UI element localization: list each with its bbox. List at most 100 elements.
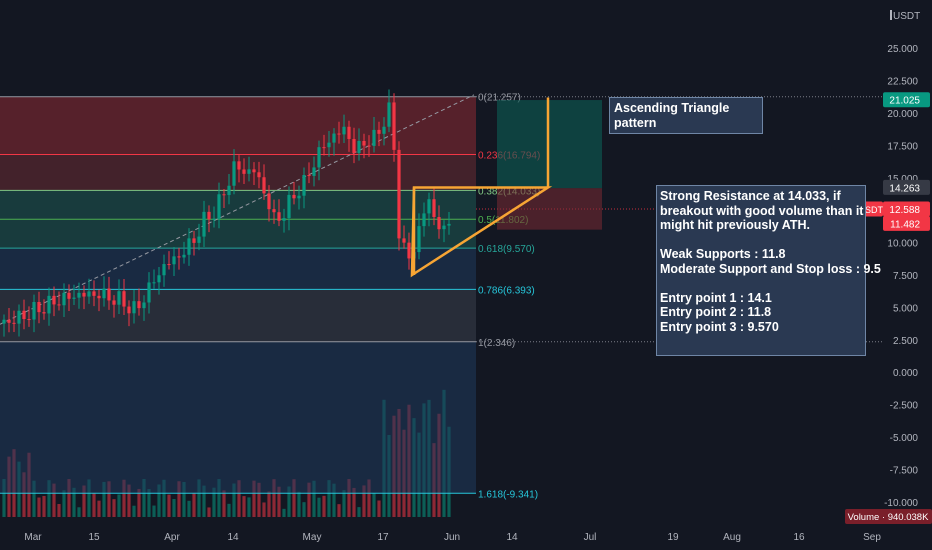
volume-bar — [327, 480, 331, 517]
pattern-note[interactable]: Ascending Triangle pattern — [609, 97, 763, 134]
time-tick-label: 14 — [227, 532, 239, 543]
candle — [147, 272, 151, 314]
candle-body — [327, 142, 331, 148]
candle-body — [257, 172, 261, 178]
candle-body — [337, 133, 341, 135]
candle-body — [272, 209, 276, 213]
candle — [342, 114, 346, 143]
volume-bar — [247, 497, 251, 517]
volume-bar — [217, 479, 221, 517]
currency-label: USDT — [893, 11, 920, 22]
candle — [357, 128, 361, 161]
volume-bar — [262, 502, 266, 517]
volume-bar — [357, 507, 361, 517]
candles — [2, 89, 451, 337]
candle — [427, 192, 431, 227]
candle-body — [382, 126, 386, 134]
candle — [92, 280, 96, 307]
time-axis[interactable]: Mar 15 Apr 14 May 17 Jun 14 Jul 19 Aug 16 Sep — [0, 526, 932, 550]
candle — [437, 205, 441, 239]
volume-bar — [277, 486, 281, 517]
candle — [392, 93, 396, 162]
time-tick-label: 16 — [793, 532, 805, 543]
candle — [417, 213, 421, 260]
candle — [207, 205, 211, 233]
candle — [212, 206, 216, 228]
candle — [247, 156, 251, 182]
candle-body — [67, 292, 71, 299]
volume-bar — [167, 494, 171, 517]
candle — [197, 223, 201, 251]
candle — [177, 247, 181, 270]
candle-body — [57, 304, 61, 306]
volume-bar — [202, 485, 206, 517]
price-tag — [883, 92, 930, 108]
volume-bar — [177, 481, 181, 517]
candle-body — [362, 140, 366, 146]
candle — [152, 269, 156, 289]
candle — [22, 299, 26, 330]
candle-body — [317, 147, 321, 168]
price-tick-label: -7.500 — [890, 465, 919, 476]
candle-body — [277, 212, 281, 221]
candle — [57, 291, 61, 311]
volume-bar — [352, 487, 356, 517]
candle — [327, 131, 331, 157]
volume-bar — [162, 479, 166, 517]
volume-bar — [32, 480, 36, 517]
volume-bar — [62, 490, 66, 517]
candle — [142, 295, 146, 321]
candle — [52, 286, 56, 317]
candle — [307, 162, 311, 184]
pattern-note-text: Ascending Triangle pattern — [614, 101, 730, 130]
volume-bar — [317, 497, 321, 517]
candle — [232, 149, 236, 195]
candle-body — [87, 291, 91, 297]
candle-body — [132, 301, 136, 314]
time-axis-background — [0, 526, 932, 550]
fibonacci-retracement[interactable]: 0(21.257)0.236(16.794)0.382(14.033)0.5(1… — [0, 93, 883, 501]
candle-body — [47, 295, 51, 314]
candle-body — [197, 236, 201, 243]
volume-bar — [312, 480, 316, 517]
candle-body — [437, 217, 441, 230]
candle — [382, 117, 386, 146]
candle-body — [152, 282, 156, 284]
ascending-triangle-drawing[interactable] — [410, 97, 553, 278]
candle — [227, 173, 231, 205]
analysis-note[interactable]: Strong Resistance at 14.033, if breakout… — [656, 185, 881, 356]
candle — [242, 158, 246, 184]
fib-level-label: 0.786(6.393) — [478, 285, 535, 296]
volume-bar — [97, 500, 101, 517]
price-axis[interactable]: USDT25.00022.50020.00017.50015.00012.500… — [833, 0, 932, 530]
volume-bar — [187, 500, 191, 517]
volume-bar — [322, 495, 326, 517]
candle-body — [32, 301, 36, 320]
candle — [132, 290, 136, 324]
target-zone — [497, 100, 602, 189]
candle — [447, 212, 451, 235]
volume-bar — [337, 504, 341, 517]
candle-body — [107, 288, 111, 301]
price-tag-label: 21.025 — [889, 96, 920, 107]
candle — [267, 185, 271, 222]
candle-body — [112, 300, 116, 305]
candle — [112, 295, 116, 318]
price-tick-label: 10.000 — [887, 239, 918, 250]
candle-body — [117, 291, 121, 305]
candle-body — [72, 297, 76, 299]
volume-bar — [362, 485, 366, 517]
price-tick-label: 7.500 — [893, 271, 918, 282]
candle-body — [227, 185, 231, 196]
price-tick-label: 17.500 — [887, 141, 918, 152]
candle — [217, 182, 221, 229]
candle — [297, 185, 301, 210]
price-tag — [883, 201, 930, 217]
candle-body — [432, 199, 436, 218]
candle-body — [147, 282, 151, 303]
volume-bar — [302, 502, 306, 517]
candle — [2, 314, 6, 337]
price-tag — [883, 215, 930, 231]
time-tick-label: Apr — [164, 532, 180, 543]
